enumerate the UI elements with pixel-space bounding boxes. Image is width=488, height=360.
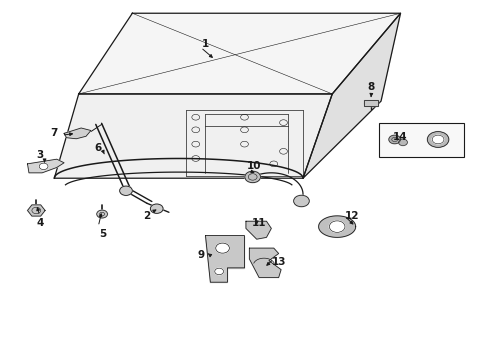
Circle shape bbox=[293, 195, 308, 207]
Text: 5: 5 bbox=[99, 229, 106, 239]
Bar bbox=[363, 100, 377, 106]
Text: 10: 10 bbox=[246, 161, 261, 171]
Text: 4: 4 bbox=[36, 218, 43, 228]
Polygon shape bbox=[318, 225, 320, 228]
Polygon shape bbox=[79, 13, 400, 94]
Circle shape bbox=[120, 186, 132, 195]
Polygon shape bbox=[303, 13, 400, 178]
Circle shape bbox=[214, 268, 223, 275]
Text: 6: 6 bbox=[94, 143, 102, 153]
Circle shape bbox=[427, 132, 448, 147]
Polygon shape bbox=[27, 159, 64, 173]
Polygon shape bbox=[245, 221, 271, 239]
Polygon shape bbox=[64, 128, 91, 139]
Text: 14: 14 bbox=[392, 132, 407, 142]
Polygon shape bbox=[54, 94, 331, 178]
Polygon shape bbox=[249, 248, 281, 278]
Circle shape bbox=[398, 139, 407, 145]
Text: 8: 8 bbox=[367, 82, 374, 92]
Circle shape bbox=[39, 163, 48, 170]
Polygon shape bbox=[27, 205, 45, 216]
Text: 7: 7 bbox=[51, 129, 58, 138]
Circle shape bbox=[244, 171, 260, 183]
Bar bbox=[363, 100, 377, 106]
Text: 9: 9 bbox=[197, 250, 204, 260]
Circle shape bbox=[97, 210, 107, 218]
Text: 13: 13 bbox=[271, 257, 285, 267]
Circle shape bbox=[329, 221, 344, 232]
Text: 3: 3 bbox=[36, 150, 43, 160]
Text: 11: 11 bbox=[251, 218, 266, 228]
Circle shape bbox=[388, 135, 400, 144]
Bar bbox=[378, 123, 463, 157]
Circle shape bbox=[215, 243, 229, 253]
Circle shape bbox=[150, 204, 163, 213]
Polygon shape bbox=[318, 216, 355, 237]
Circle shape bbox=[431, 135, 443, 144]
Polygon shape bbox=[205, 235, 244, 282]
Text: 1: 1 bbox=[202, 39, 209, 49]
Text: 12: 12 bbox=[344, 211, 358, 221]
Text: 2: 2 bbox=[143, 211, 150, 221]
